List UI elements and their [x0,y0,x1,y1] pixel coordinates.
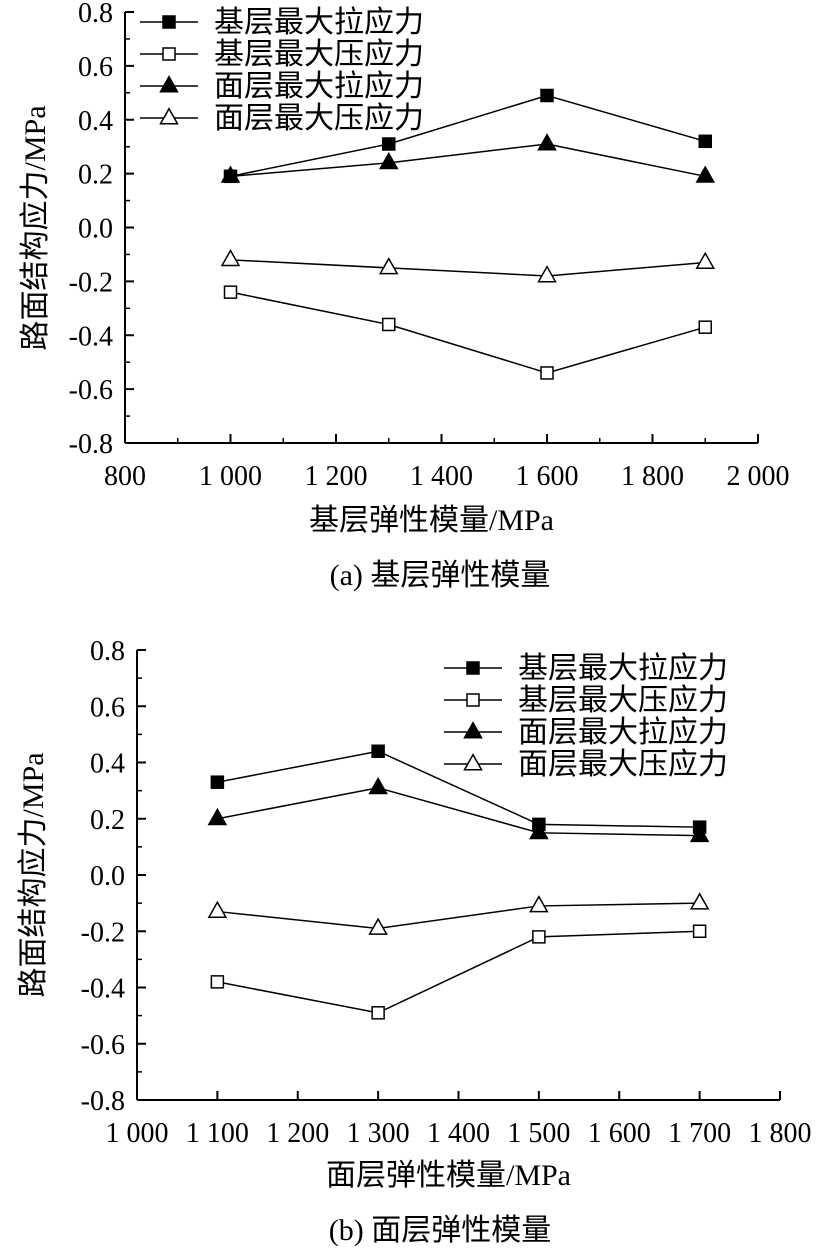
data-point-s2-3 [532,930,546,944]
data-point-s2-4 [692,924,707,938]
y-tick-label: 0.0 [78,214,113,245]
data-point-s1-2 [371,744,385,758]
data-point-s2-2 [382,317,396,332]
x-tick-label: 2 000 [727,461,790,492]
y-tick-label: 0.4 [78,106,113,137]
x-tick-label: 1 400 [427,1118,490,1149]
x-tick-label: 1 600 [516,461,579,492]
data-point-s4-1 [207,900,228,919]
data-point-s4-3 [529,895,549,913]
y-tick-label: -0.4 [81,974,125,1005]
series-line-4 [217,902,700,930]
chart-panel-b: 0.8 0.6 0.4 0.2 0.0 -0.2 -0.4 -0.6 -0.81 000 1 10… [17,636,812,1247]
data-point-s4-1 [220,249,241,267]
x-tick-label: 1 800 [749,1118,812,1149]
legend-marker [162,15,176,29]
x-axis-title: 基层弹性模量/MPa [309,504,554,537]
y-tick-label: 0.0 [90,861,125,892]
data-point-s4-4 [695,251,716,269]
x-tick-label: 800 [104,461,146,492]
legend-label: 基层最大压应力 [214,38,424,71]
series-line-4 [230,259,706,277]
y-tick-label: 0.6 [90,692,125,723]
data-point-s2-1 [210,975,225,989]
x-tick-label: 1 100 [186,1118,249,1149]
data-point-s3-3 [537,133,557,151]
data-point-s3-4 [689,824,710,843]
y-tick-label: -0.2 [69,267,113,298]
y-tick-label: 0.4 [90,749,125,780]
legend-label: 基层最大拉应力 [214,6,424,39]
y-tick-label: -0.2 [81,917,125,948]
x-tick-label: 1 000 [106,1118,169,1149]
data-point-s3-2 [378,152,399,170]
x-tick-label: 1 300 [347,1118,410,1149]
data-point-s2-3 [540,366,554,380]
data-point-s2-4 [698,320,712,334]
y-tick-label: -0.6 [69,375,113,406]
legend-marker [162,47,176,61]
data-point-s4-4 [689,892,710,910]
figure-caption: (a) 基层弹性模量 [330,559,551,592]
legend-marker [463,721,483,739]
data-point-s1-2 [382,137,396,151]
data-point-s1-4 [698,134,712,149]
y-axis-title: 路面结构应力/MPa [19,105,52,350]
y-tick-label: 0.2 [78,160,113,191]
legend-label: 基层最大拉应力 [518,652,728,685]
series-line-2 [230,291,706,374]
x-tick-label: 1 200 [266,1118,329,1149]
y-tick-label: 0.8 [78,0,113,29]
data-point-s1-3 [540,88,554,103]
legend-label: 面层最大压应力 [214,102,424,135]
legend-marker [159,75,179,93]
data-point-s4-2 [378,257,399,275]
y-tick-label: 0.8 [90,636,125,667]
x-axis-title: 面层弹性模量/MPa [326,1159,571,1192]
data-point-s3-1 [220,165,241,183]
series-line-2 [217,930,700,1014]
data-point-s3-1 [207,807,228,826]
legend-marker [159,107,179,125]
x-tick-label: 1 000 [199,461,262,492]
data-point-s4-3 [537,265,557,283]
legend-label: 面层最大拉应力 [214,70,424,103]
x-tick-label: 1 400 [410,461,473,492]
x-tick-label: 1 600 [588,1118,651,1149]
y-tick-label: -0.8 [81,1086,125,1117]
y-axis-title: 路面结构应力/MPa [17,752,50,997]
x-tick-label: 1 700 [668,1118,731,1149]
legend-marker [463,753,483,771]
x-tick-label: 1 500 [507,1118,570,1149]
data-point-s2-1 [223,285,238,299]
legend-label: 面层最大压应力 [518,748,728,781]
series-line-3 [217,787,700,837]
data-point-s3-3 [529,821,549,840]
x-tick-label: 1 800 [621,461,684,492]
data-point-s4-2 [368,917,388,935]
data-point-s3-4 [695,165,716,183]
legend-label: 基层最大压应力 [518,684,728,717]
series-line-1 [230,94,706,178]
y-tick-label: -0.8 [69,429,113,460]
y-tick-label: -0.6 [81,1030,125,1061]
data-point-s3-2 [368,776,388,795]
y-tick-label: 0.2 [90,805,125,836]
x-tick-label: 1 200 [305,461,368,492]
figure-caption: (b) 面层弹性模量 [329,1214,551,1247]
legend-label: 面层最大拉应力 [518,716,728,749]
legend-marker [466,661,480,675]
series-line-3 [230,143,706,178]
data-point-s1-1 [210,775,225,789]
y-tick-label: 0.6 [78,52,113,83]
series-line-1 [217,750,700,828]
data-point-s2-2 [371,1006,385,1020]
legend-marker [466,693,480,707]
y-tick-label: -0.4 [69,321,113,352]
